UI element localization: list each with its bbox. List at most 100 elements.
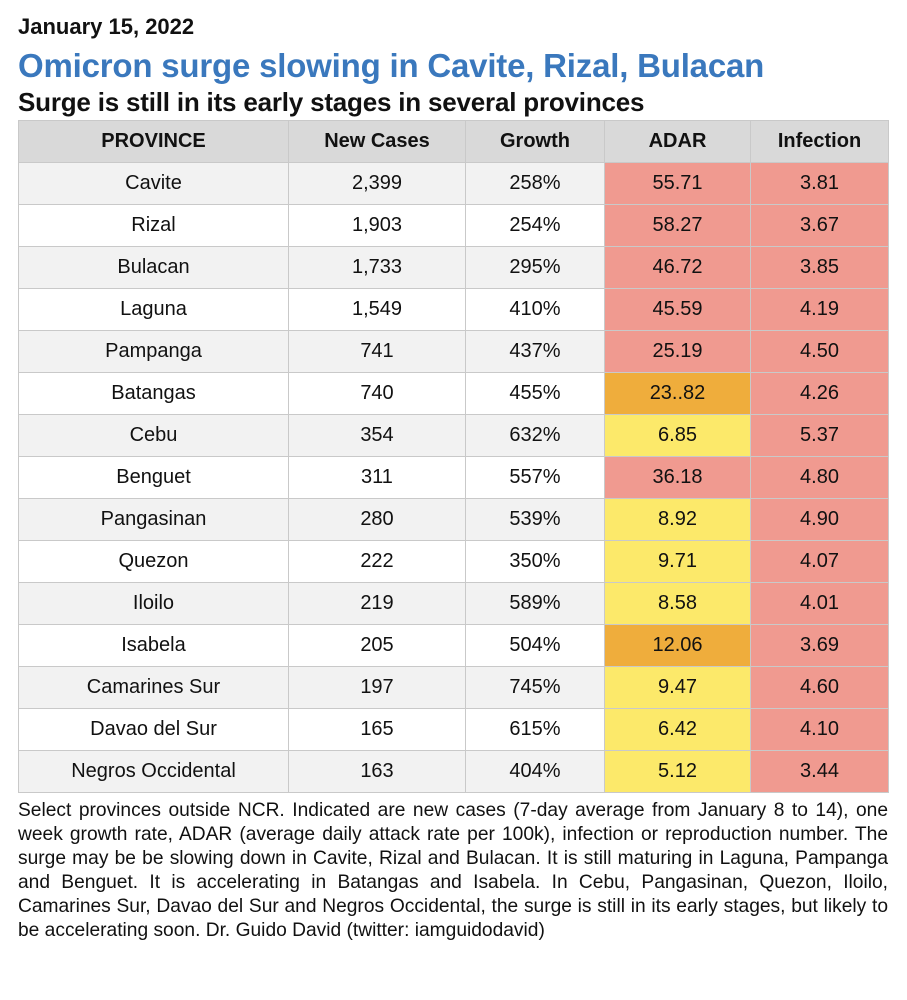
province-cell: Isabela xyxy=(18,624,289,667)
table-row: Benguet 311 557% 36.18 4.80 xyxy=(18,456,889,499)
growth-cell: 539% xyxy=(465,498,605,541)
adar-cell: 9.71 xyxy=(604,540,751,583)
infection-cell: 3.81 xyxy=(750,162,889,205)
infographic: January 15, 2022 Omicron surge slowing i… xyxy=(18,14,889,941)
table-row: Iloilo 219 589% 8.58 4.01 xyxy=(18,582,889,625)
table-row: Batangas 740 455% 23..82 4.26 xyxy=(18,372,889,415)
footnote: Select provinces outside NCR. Indicated … xyxy=(18,800,888,941)
infection-cell: 3.69 xyxy=(750,624,889,667)
table-row: Quezon 222 350% 9.71 4.07 xyxy=(18,540,889,583)
adar-cell: 9.47 xyxy=(604,666,751,709)
province-cell: Benguet xyxy=(18,456,289,499)
new-cases-cell: 1,903 xyxy=(288,204,466,247)
infection-cell: 4.10 xyxy=(750,708,889,751)
growth-cell: 557% xyxy=(465,456,605,499)
growth-cell: 589% xyxy=(465,582,605,625)
adar-cell: 25.19 xyxy=(604,330,751,373)
adar-cell: 46.72 xyxy=(604,246,751,289)
adar-cell: 58.27 xyxy=(604,204,751,247)
new-cases-cell: 280 xyxy=(288,498,466,541)
column-header-adar: ADAR xyxy=(604,120,751,163)
adar-cell: 45.59 xyxy=(604,288,751,331)
new-cases-cell: 311 xyxy=(288,456,466,499)
table-row: Cavite 2,399 258% 55.71 3.81 xyxy=(18,162,889,205)
province-cell: Davao del Sur xyxy=(18,708,289,751)
province-cell: Cebu xyxy=(18,414,289,457)
province-cell: Batangas xyxy=(18,372,289,415)
new-cases-cell: 740 xyxy=(288,372,466,415)
page-title: Omicron surge slowing in Cavite, Rizal, … xyxy=(18,47,765,84)
infection-cell: 4.60 xyxy=(750,666,889,709)
province-cell: Pampanga xyxy=(18,330,289,373)
table-row: Laguna 1,549 410% 45.59 4.19 xyxy=(18,288,889,331)
adar-cell: 6.85 xyxy=(604,414,751,457)
infection-cell: 3.85 xyxy=(750,246,889,289)
growth-cell: 745% xyxy=(465,666,605,709)
date-label: January 15, 2022 xyxy=(18,14,195,39)
growth-cell: 258% xyxy=(465,162,605,205)
new-cases-cell: 219 xyxy=(288,582,466,625)
table-row: Negros Occidental 163 404% 5.12 3.44 xyxy=(18,750,889,793)
growth-cell: 254% xyxy=(465,204,605,247)
growth-cell: 350% xyxy=(465,540,605,583)
adar-cell: 36.18 xyxy=(604,456,751,499)
growth-cell: 410% xyxy=(465,288,605,331)
province-cell: Camarines Sur xyxy=(18,666,289,709)
column-header-growth: Growth xyxy=(465,120,605,163)
new-cases-cell: 222 xyxy=(288,540,466,583)
table-row: Bulacan 1,733 295% 46.72 3.85 xyxy=(18,246,889,289)
new-cases-cell: 165 xyxy=(288,708,466,751)
growth-cell: 455% xyxy=(465,372,605,415)
new-cases-cell: 2,399 xyxy=(288,162,466,205)
province-cell: Iloilo xyxy=(18,582,289,625)
new-cases-cell: 205 xyxy=(288,624,466,667)
table-body: Cavite 2,399 258% 55.71 3.81 Rizal 1,903 254% 58… xyxy=(18,162,889,793)
table-header-row: PROVINCE New Cases Growth ADAR Infection xyxy=(18,120,889,163)
growth-cell: 632% xyxy=(465,414,605,457)
column-header-infection: Infection xyxy=(750,120,889,163)
infection-cell: 4.50 xyxy=(750,330,889,373)
growth-cell: 504% xyxy=(465,624,605,667)
new-cases-cell: 163 xyxy=(288,750,466,793)
table-row: Davao del Sur 165 615% 6.42 4.10 xyxy=(18,708,889,751)
province-cell: Negros Occidental xyxy=(18,750,289,793)
growth-cell: 615% xyxy=(465,708,605,751)
adar-cell: 8.58 xyxy=(604,582,751,625)
adar-cell: 12.06 xyxy=(604,624,751,667)
adar-cell: 55.71 xyxy=(604,162,751,205)
infection-cell: 4.90 xyxy=(750,498,889,541)
province-cell: Pangasinan xyxy=(18,498,289,541)
infection-cell: 4.07 xyxy=(750,540,889,583)
table-row: Cebu 354 632% 6.85 5.37 xyxy=(18,414,889,457)
infection-cell: 4.01 xyxy=(750,582,889,625)
adar-cell: 23..82 xyxy=(604,372,751,415)
growth-cell: 437% xyxy=(465,330,605,373)
adar-cell: 5.12 xyxy=(604,750,751,793)
infection-cell: 3.44 xyxy=(750,750,889,793)
infection-cell: 5.37 xyxy=(750,414,889,457)
growth-cell: 404% xyxy=(465,750,605,793)
infection-cell: 4.80 xyxy=(750,456,889,499)
growth-cell: 295% xyxy=(465,246,605,289)
new-cases-cell: 354 xyxy=(288,414,466,457)
province-cell: Bulacan xyxy=(18,246,289,289)
adar-cell: 6.42 xyxy=(604,708,751,751)
province-table: PROVINCE New Cases Growth ADAR Infection… xyxy=(18,120,889,793)
new-cases-cell: 197 xyxy=(288,666,466,709)
new-cases-cell: 1,549 xyxy=(288,288,466,331)
column-header-province: PROVINCE xyxy=(18,120,289,163)
infection-cell: 4.26 xyxy=(750,372,889,415)
adar-cell: 8.92 xyxy=(604,498,751,541)
table-row: Pangasinan 280 539% 8.92 4.90 xyxy=(18,498,889,541)
table-row: Isabela 205 504% 12.06 3.69 xyxy=(18,624,889,667)
new-cases-cell: 1,733 xyxy=(288,246,466,289)
infection-cell: 4.19 xyxy=(750,288,889,331)
infection-cell: 3.67 xyxy=(750,204,889,247)
province-cell: Rizal xyxy=(18,204,289,247)
table-row: Pampanga 741 437% 25.19 4.50 xyxy=(18,330,889,373)
province-cell: Laguna xyxy=(18,288,289,331)
table-row: Camarines Sur 197 745% 9.47 4.60 xyxy=(18,666,889,709)
province-cell: Cavite xyxy=(18,162,289,205)
page-subtitle: Surge is still in its early stages in se… xyxy=(18,87,645,117)
table-row: Rizal 1,903 254% 58.27 3.67 xyxy=(18,204,889,247)
